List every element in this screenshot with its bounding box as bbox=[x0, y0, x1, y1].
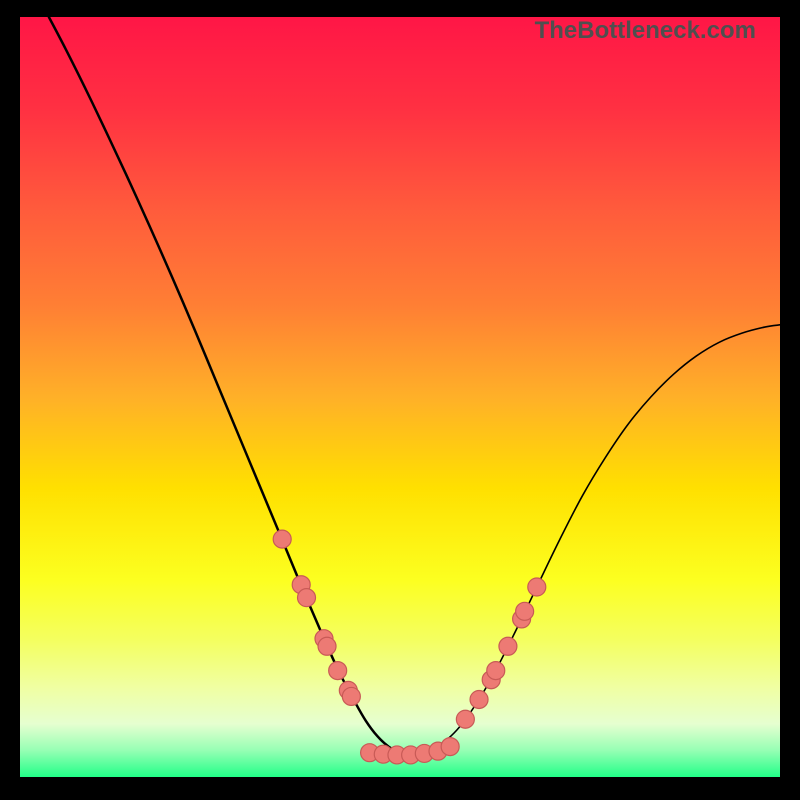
curve-left bbox=[49, 17, 410, 755]
data-marker bbox=[342, 687, 360, 705]
data-marker bbox=[499, 637, 517, 655]
data-marker bbox=[318, 637, 336, 655]
data-marker bbox=[487, 662, 505, 680]
chart-svg bbox=[20, 17, 780, 777]
data-marker bbox=[516, 602, 534, 620]
data-marker bbox=[273, 530, 291, 548]
data-marker bbox=[329, 662, 347, 680]
curve-right bbox=[410, 325, 780, 755]
data-marker bbox=[441, 738, 459, 756]
chart-frame: TheBottleneck.com bbox=[0, 0, 800, 800]
data-marker bbox=[528, 578, 546, 596]
data-marker bbox=[456, 710, 474, 728]
data-marker bbox=[470, 690, 488, 708]
plot-area: TheBottleneck.com bbox=[20, 17, 780, 777]
data-marker bbox=[298, 589, 316, 607]
